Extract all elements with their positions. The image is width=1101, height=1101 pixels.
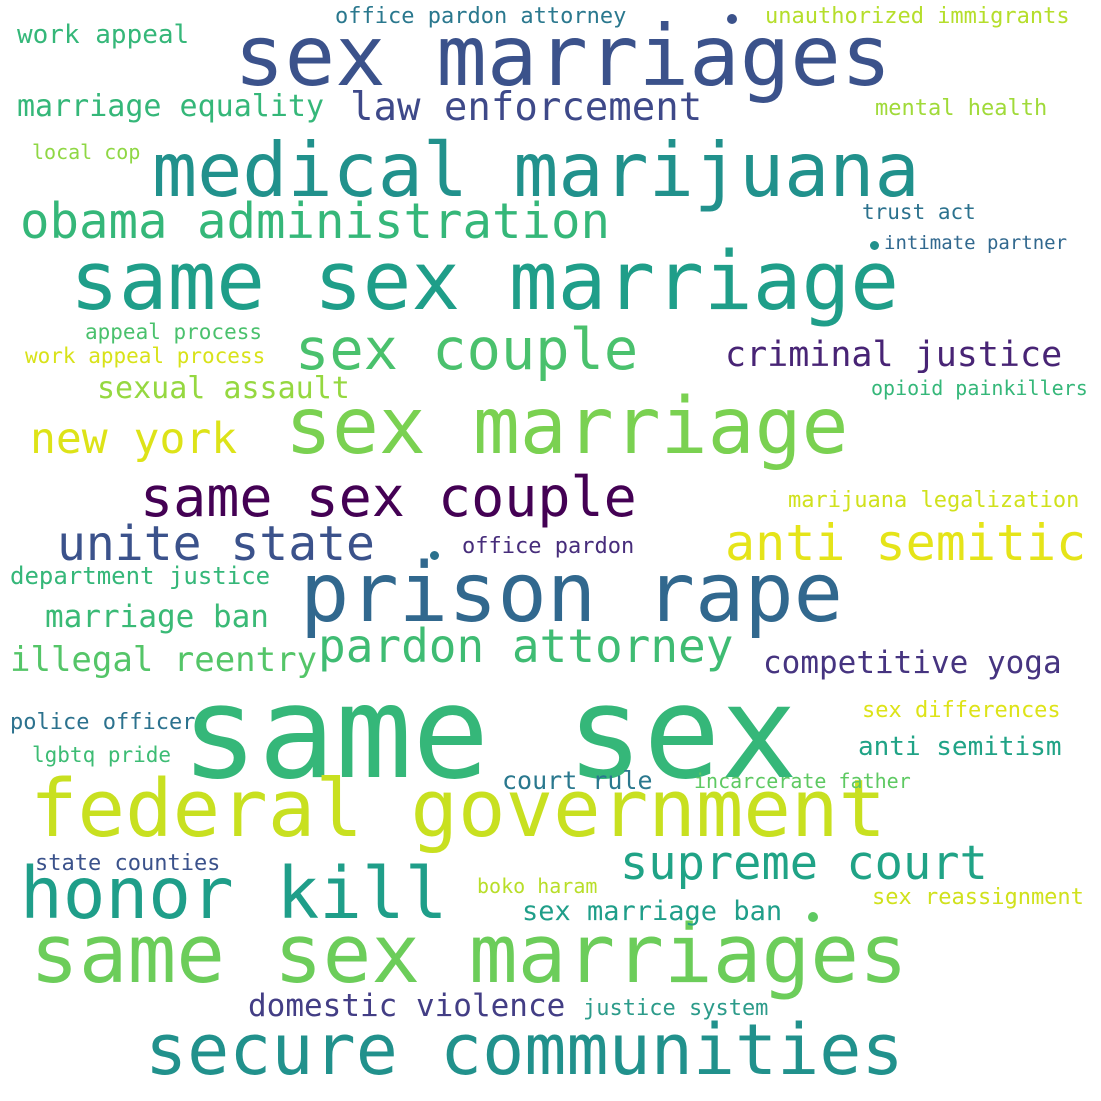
decorative-dot <box>870 241 879 250</box>
word-work-appeal: work appeal <box>17 20 190 50</box>
word-competitive-yoga: competitive yoga <box>763 645 1062 681</box>
word-secure-communities: secure communities <box>145 1009 904 1091</box>
decorative-dot <box>727 14 737 24</box>
word-prison-rape: prison rape <box>300 546 844 641</box>
word-same-sex-marriages: same sex marriages <box>30 908 908 1002</box>
word-marriage-ban: marriage ban <box>45 599 269 635</box>
word-lgbtq-pride: lgbtq pride <box>32 743 172 767</box>
word-state-counties: state counties <box>35 851 221 876</box>
word-law-enforcement: law enforcement <box>350 85 703 130</box>
word-police-officer: police officer <box>10 710 196 735</box>
word-appeal-process: appeal process <box>85 320 263 344</box>
word-local-cop: local cop <box>32 140 141 164</box>
decorative-dot <box>808 912 818 922</box>
word-boko-haram: boko haram <box>477 874 598 898</box>
word-work-appeal-process: work appeal process <box>25 344 266 368</box>
word-same-sex-marriage: same sex marriage <box>70 235 900 329</box>
word-justice-system: justice system <box>583 996 769 1021</box>
word-domestic-violence: domestic violence <box>248 988 566 1024</box>
word-sex-differences: sex differences <box>862 698 1061 723</box>
word-sex-reassignment: sex reassignment <box>872 885 1084 910</box>
word-same-sex: same sex <box>181 659 798 808</box>
word-criminal-justice: criminal justice <box>725 335 1063 375</box>
word-incarcerate-father: incarcerate father <box>694 769 911 793</box>
word-unauthorized-immigrants: unauthorized immigrants <box>765 4 1070 29</box>
word-sex-marriages: sex marriages <box>234 7 892 105</box>
word-opioid-painkillers: opioid painkillers <box>871 376 1088 400</box>
word-sex-couple: sex couple <box>295 317 639 383</box>
word-honor-kill: honor kill <box>20 852 448 935</box>
word-sex-marriage: sex marriage <box>285 382 849 472</box>
word-anti-semitism: anti semitism <box>858 732 1062 762</box>
word-office-pardon: office pardon <box>462 534 635 559</box>
word-pardon-attorney: pardon attorney <box>318 619 734 673</box>
word-court-rule: court rule <box>502 766 653 795</box>
word-marriage-equality: marriage equality <box>17 89 325 124</box>
word-anti-semitic: anti semitic <box>725 514 1087 572</box>
word-intimate-partner: intimate partner <box>884 232 1068 254</box>
word-department-justice: department justice <box>10 562 271 590</box>
word-illegal-reentry: illegal reentry <box>10 640 318 680</box>
word-medical-marijuana: medical marijuana <box>152 126 920 214</box>
word-federal-government: federal government <box>30 763 887 855</box>
word-supreme-court: supreme court <box>620 836 988 891</box>
word-sexual-assault: sexual assault <box>97 371 350 406</box>
word-mental-health: mental health <box>875 96 1048 121</box>
word-trust-act: trust act <box>862 200 976 224</box>
word-office-pardon-attorney: office pardon attorney <box>335 4 627 29</box>
word-obama-administration: obama administration <box>20 193 611 250</box>
decorative-dot <box>430 551 439 560</box>
word-sex-marriage-ban: sex marriage ban <box>522 896 783 927</box>
word-marijuana-legalization: marijuana legalization <box>788 488 1080 513</box>
word-new-york: new york <box>30 414 238 464</box>
word-same-sex-couple: same sex couple <box>140 465 637 529</box>
word-unite-state: unite state <box>57 516 375 572</box>
